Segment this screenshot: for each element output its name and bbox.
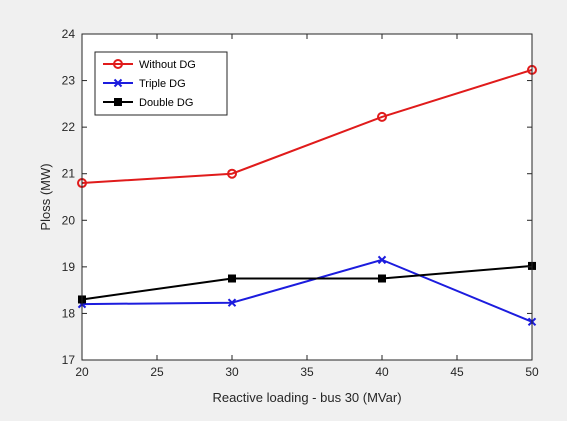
axes: 20 25 30 35 40 45 50 17 18 19 20 21 22 23 24: [62, 27, 539, 379]
legend-marker-2: [113, 78, 123, 88]
series-line-1: [81, 68, 533, 185]
data-point-s3-p2: [228, 274, 236, 283]
legend-label-1: Without DG: [139, 59, 196, 71]
y-tick-label-1: 17: [62, 353, 76, 367]
legend-label-2: Triple DG: [139, 78, 186, 90]
y-tick-label-3: 19: [62, 260, 76, 274]
y-tick-label-4: 20: [62, 213, 76, 227]
x-tick-label-4: 35: [300, 365, 314, 379]
data-point-s3-p3: [378, 274, 386, 283]
x-tick-label-6: 45: [450, 365, 464, 379]
data-point-s2-p3: [377, 255, 387, 265]
y-tick-label-8: 24: [62, 27, 76, 41]
data-point-s2-p2: [227, 298, 237, 307]
data-point-s1-p3: [377, 111, 387, 122]
x-tick-label-2: 25: [150, 365, 164, 379]
y-tick-label-5: 21: [62, 167, 76, 181]
x-tick-label-7: 50: [525, 365, 539, 379]
x-tick-label-1: 20: [75, 365, 89, 379]
y-tick-label-7: 23: [62, 74, 76, 88]
x-axis-label: Reactive loading - bus 30 (MVar): [212, 390, 401, 405]
legend-marker-1: [113, 59, 123, 69]
series-line-2: [81, 258, 533, 323]
series-line-3: [81, 264, 533, 301]
legend-label-3: Double DG: [139, 97, 193, 109]
y-axis-label: Ploss (MW): [38, 163, 53, 230]
x-tick-label-5: 40: [375, 365, 389, 379]
y-tick-label-2: 18: [62, 306, 76, 320]
legend: Without DG Triple DG Double DG: [94, 51, 228, 116]
legend-marker-3: [114, 98, 122, 106]
x-tick-label-3: 30: [225, 365, 239, 379]
data-point-s1-p2: [227, 168, 237, 179]
y-tick-label-6: 22: [62, 120, 76, 134]
